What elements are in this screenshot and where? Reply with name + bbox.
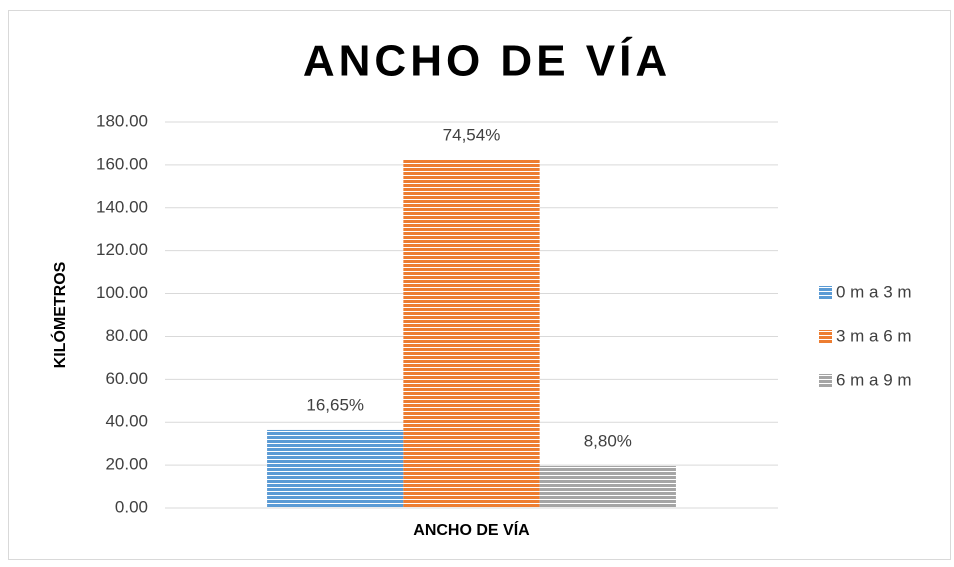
y-tick-label: 60.00	[105, 369, 148, 388]
y-tick-label: 20.00	[105, 455, 148, 474]
data-label: 8,80%	[584, 431, 632, 450]
y-tick-label: 160.00	[96, 154, 148, 173]
bar	[539, 465, 676, 508]
y-tick-label: 180.00	[96, 111, 148, 130]
bar	[267, 429, 404, 508]
y-tick-label: 140.00	[96, 197, 148, 216]
legend-label: 3 m a 6 m	[836, 326, 912, 345]
y-tick-label: 40.00	[105, 412, 148, 431]
chart-title: ANCHO DE VÍA	[303, 36, 671, 86]
legend-swatch	[819, 286, 832, 299]
data-label: 16,65%	[306, 395, 364, 414]
bar	[403, 159, 540, 508]
y-tick-label: 120.00	[96, 240, 148, 259]
x-tick-label: ANCHO DE VÍA	[413, 520, 530, 539]
y-tick-label: 80.00	[105, 326, 148, 345]
y-tick-label: 0.00	[115, 497, 148, 516]
y-axis-label: KILÓMETROS	[50, 261, 69, 368]
legend-swatch	[819, 374, 832, 387]
legend-label: 0 m a 3 m	[836, 282, 912, 301]
legend-swatch	[819, 330, 832, 343]
legend-label: 6 m a 9 m	[836, 370, 912, 389]
data-label: 74,54%	[443, 125, 501, 144]
y-tick-label: 100.00	[96, 283, 148, 302]
